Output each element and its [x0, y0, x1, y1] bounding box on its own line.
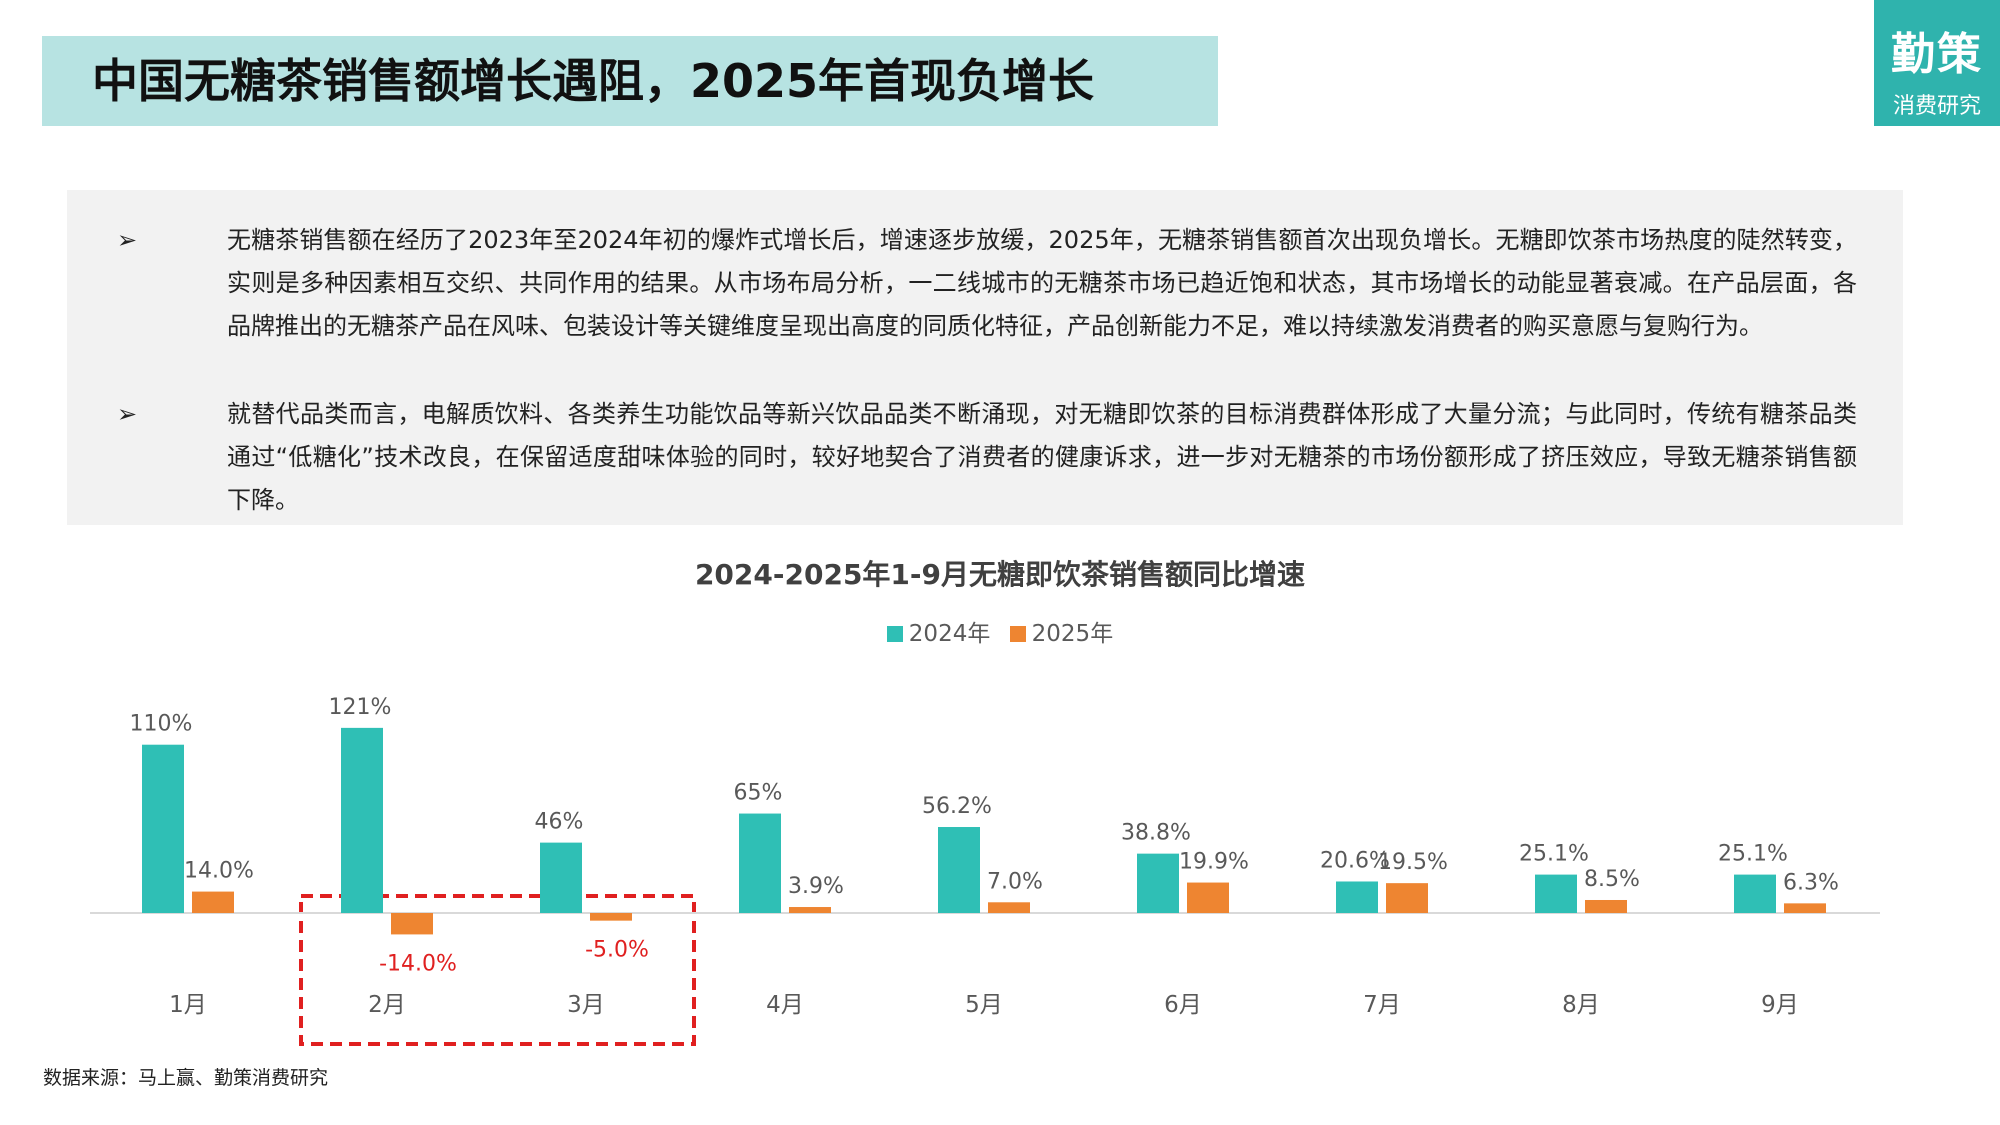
data-label-2024年-4月: 65%: [734, 781, 783, 806]
data-label-2025年-5月: 7.0%: [987, 869, 1043, 894]
x-tick-label-7月: 7月: [1363, 992, 1401, 1018]
summary-bullet-2: ➢ 就替代品类而言，电解质饮料、各类养生功能饮品等新兴饮品品类不断涌现，对无糖即…: [117, 393, 1857, 522]
data-label-2024年-1月: 110%: [130, 712, 193, 737]
bar-2025年-5月: [988, 902, 1030, 913]
summary-text-2: 就替代品类而言，电解质饮料、各类养生功能饮品等新兴饮品品类不断涌现，对无糖即饮茶…: [227, 400, 1857, 514]
data-label-2024年-7月: 20.6%: [1320, 848, 1390, 873]
summary-bullet-1: ➢ 无糖茶销售额在经历了2023年至2024年初的爆炸式增长后，增速逐步放缓，2…: [117, 219, 1857, 348]
bar-2025年-9月: [1784, 903, 1826, 913]
chart-legend: 2024年 2025年: [0, 614, 2000, 648]
bar-2024年-2月: [341, 727, 383, 913]
data-label-2025年-6月: 19.9%: [1179, 850, 1249, 875]
x-tick-label-4月: 4月: [766, 992, 804, 1018]
data-label-2025年-2月: -14.0%: [379, 951, 457, 976]
data-label-2024年-3月: 46%: [535, 810, 584, 835]
highlight-box: [299, 894, 696, 1046]
bar-2025年-4月: [789, 907, 831, 913]
legend-swatch-2024: [886, 626, 903, 642]
bar-2024年-8月: [1535, 874, 1577, 913]
bar-2024年-5月: [938, 827, 980, 913]
data-label-2024年-2月: 121%: [329, 695, 392, 720]
data-source-note: 数据来源：马上赢、勤策消费研究: [43, 1067, 329, 1089]
data-label-2025年-9月: 6.3%: [1783, 870, 1839, 895]
bar-2025年-7月: [1386, 883, 1428, 913]
summary-box: ➢ 无糖茶销售额在经历了2023年至2024年初的爆炸式增长后，增速逐步放缓，2…: [67, 190, 1903, 525]
x-tick-label-3月: 3月: [567, 992, 605, 1018]
data-label-2025年-1月: 14.0%: [184, 859, 254, 884]
bar-2025年-6月: [1187, 882, 1229, 913]
title-bar: 中国无糖茶销售额增长遇阻，2025年首现负增长: [42, 36, 1218, 126]
data-label-2024年-6月: 38.8%: [1121, 821, 1191, 846]
x-tick-label-1月: 1月: [169, 992, 207, 1018]
bar-2025年-2月: [391, 913, 433, 935]
legend-item-2025: 2025年: [1009, 614, 1114, 648]
data-label-2024年-9月: 25.1%: [1718, 842, 1788, 867]
data-label-2025年-7月: 19.5%: [1378, 850, 1448, 875]
bar-2024年-9月: [1734, 874, 1776, 913]
bar-2025年-8月: [1585, 899, 1627, 913]
bar-2025年-1月: [192, 891, 234, 913]
bar-2025年-3月: [590, 913, 632, 921]
data-label-2025年-3月: -5.0%: [585, 938, 649, 963]
legend-swatch-2025: [1009, 626, 1026, 642]
bar-2024年-3月: [540, 842, 582, 913]
bar-2024年-7月: [1336, 881, 1378, 913]
summary-text-1: 无糖茶销售额在经历了2023年至2024年初的爆炸式增长后，增速逐步放缓，202…: [227, 226, 1857, 340]
page-title: 中国无糖茶销售额增长遇阻，2025年首现负增长: [92, 54, 1095, 108]
data-label-2025年-8月: 8.5%: [1584, 867, 1640, 892]
x-tick-label-8月: 8月: [1562, 992, 1600, 1018]
logo-main-text: 勤策: [1891, 29, 1983, 80]
bar-2024年-4月: [739, 813, 781, 913]
data-label-2024年-5月: 56.2%: [922, 794, 992, 819]
x-tick-label-5月: 5月: [965, 992, 1003, 1018]
bar-2024年-1月: [142, 744, 184, 913]
data-label-2025年-4月: 3.9%: [788, 874, 844, 899]
legend-label-2025: 2025年: [1031, 621, 1114, 647]
brand-logo: 勤策 消费研究: [1874, 0, 2000, 126]
x-tick-label-6月: 6月: [1164, 992, 1202, 1018]
bar-chart: 110% 14.0% 1月 121% -14.0% 2月 46% -5.0% 3月 65% 3.9%…: [90, 695, 1880, 1046]
legend-label-2024: 2024年: [908, 621, 991, 647]
legend-item-2024: 2024年: [886, 614, 991, 648]
x-tick-label-2月: 2月: [368, 992, 406, 1018]
bullet-arrow-icon: ➢: [117, 400, 138, 428]
bar-2024年-6月: [1137, 853, 1179, 913]
bullet-arrow-icon: ➢: [117, 226, 138, 254]
logo-sub-text: 消费研究: [1892, 94, 1981, 119]
chart-title: 2024-2025年1-9月无糖即饮茶销售额同比增速: [694, 558, 1306, 591]
data-label-2024年-8月: 25.1%: [1519, 842, 1589, 867]
x-tick-label-9月: 9月: [1761, 992, 1799, 1018]
